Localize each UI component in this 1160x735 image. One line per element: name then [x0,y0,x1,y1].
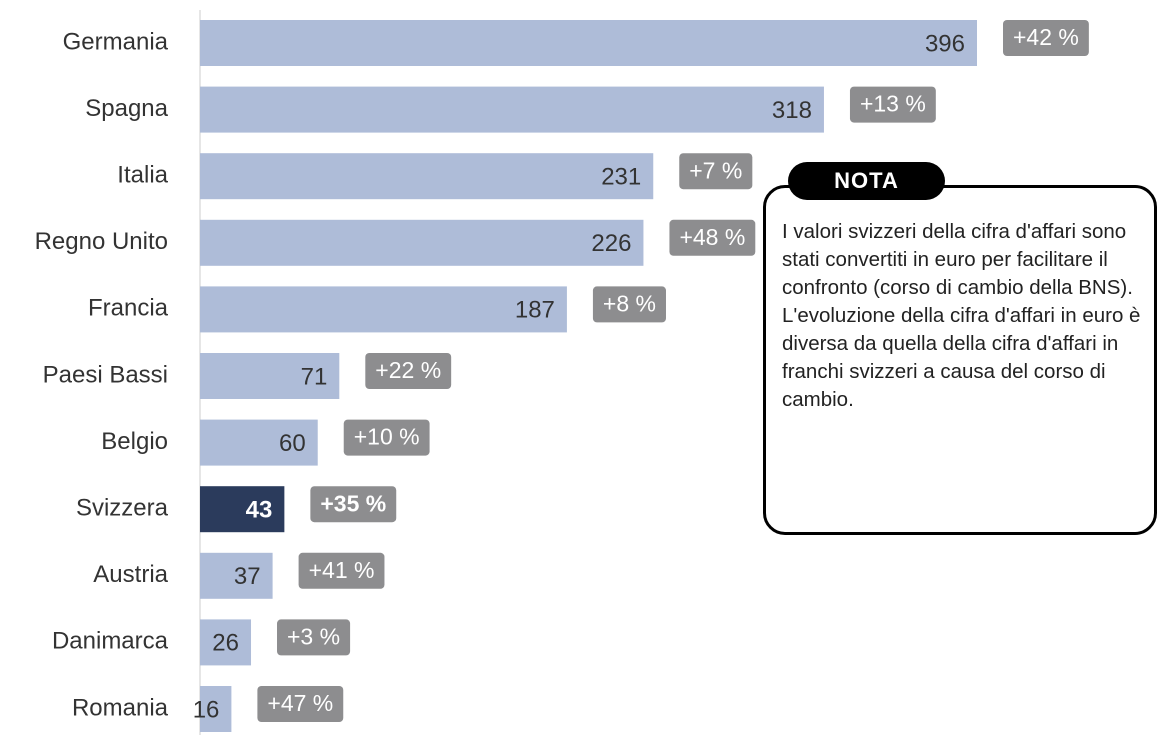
change-badge [365,353,452,389]
value-label: 396 [925,30,965,57]
category-label: Danimarca [52,628,169,655]
change-label: +8 % [603,290,656,316]
value-label: 187 [515,297,555,324]
bar [200,552,273,599]
change-badge [849,86,936,123]
bar [200,486,285,533]
change-badge [277,619,351,656]
change-label: +41 % [309,557,375,583]
category-label: Paesi Bassi [43,361,168,388]
category-label: Austria [93,561,168,588]
value-label: 16 [193,696,220,723]
change-label: +3 % [287,623,340,649]
value-label: 318 [772,97,812,124]
change-badge [298,552,385,589]
bar [200,219,644,266]
change-label: +13 % [860,91,926,117]
bar [200,686,232,732]
value-label: 43 [246,497,273,524]
change-badge [310,486,397,523]
note-title: NOTA [788,162,945,200]
category-label: Romania [72,694,169,721]
change-badge [669,219,756,256]
value-label: 26 [212,630,239,657]
value-label: 71 [301,363,328,390]
category-label: Belgio [101,428,168,455]
category-label: Spagna [85,95,168,122]
bar [200,619,252,666]
change-badge [679,153,753,190]
value-label: 231 [601,164,641,191]
change-label: +47 % [267,690,333,716]
change-label: +42 % [1013,24,1079,50]
change-label: +35 % [320,490,386,516]
category-label: Regno Unito [35,228,168,255]
bar [200,286,567,333]
category-label: Francia [88,295,169,322]
bar [200,86,824,133]
value-label: 37 [234,563,261,590]
change-label: +7 % [689,157,742,183]
note-box [763,185,1157,535]
change-badge [1003,20,1089,56]
change-badge [257,686,344,722]
note-text: I valori svizzeri della cifra d'affari s… [782,220,1141,411]
value-label: 60 [279,430,306,457]
bar [200,353,340,399]
category-label: Germania [63,28,169,55]
change-label: +48 % [679,224,745,250]
change-badge [592,286,666,323]
value-label: 226 [591,230,631,257]
change-label: +10 % [354,424,420,450]
bar [200,419,318,466]
bar [200,153,654,200]
bar [200,20,977,66]
change-label: +22 % [375,357,441,383]
change-badge [343,419,430,456]
category-label: Svizzera [76,495,169,522]
category-label: Italia [117,162,168,189]
